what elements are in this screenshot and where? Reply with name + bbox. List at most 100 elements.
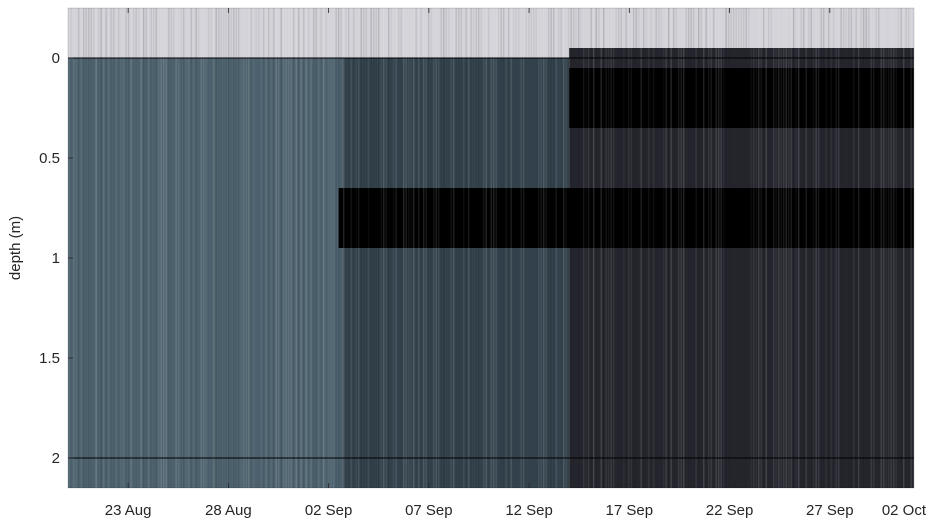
y-tick-label: 0.5: [39, 150, 60, 167]
heatmap-stripe: [323, 8, 325, 488]
heatmap-stripe: [880, 8, 882, 488]
heatmap-stripe: [293, 8, 295, 488]
heatmap-stripe: [853, 8, 855, 488]
heatmap-stripe: [505, 8, 507, 488]
heatmap-stripe: [743, 8, 745, 488]
heatmap-stripe: [255, 8, 257, 488]
heatmap-stripe: [378, 8, 380, 488]
heatmap-stripe: [700, 8, 702, 488]
heatmap-stripe: [155, 8, 157, 488]
heatmap-stripe: [730, 8, 732, 488]
heatmap-stripe: [150, 8, 152, 488]
heatmap-stripe: [205, 8, 207, 488]
heatmap-stripe: [740, 8, 742, 488]
heatmap-stripe: [588, 8, 590, 488]
heatmap-stripe: [100, 8, 102, 488]
heatmap-stripe: [680, 8, 682, 488]
heatmap-stripe: [540, 8, 542, 488]
heatmap-stripe: [756, 8, 757, 488]
heatmap-stripe: [623, 8, 624, 488]
heatmap-stripe: [625, 8, 627, 488]
heatmap-stripe: [600, 8, 602, 488]
heatmap-stripe: [215, 8, 217, 488]
heatmap-stripe: [545, 8, 547, 488]
heatmap-stripe: [590, 8, 592, 488]
heatmap-stripe: [358, 8, 360, 488]
heatmap-stripe: [648, 8, 650, 488]
heatmap-stripe: [305, 8, 307, 488]
y-tick-label: 0: [52, 50, 60, 67]
heatmap-stripe: [520, 8, 522, 488]
heatmap-stripe: [188, 8, 190, 488]
heatmap-stripe: [173, 8, 175, 488]
heatmap-stripe: [380, 8, 382, 488]
heatmap-stripe: [410, 8, 412, 488]
heatmap-stripe: [765, 8, 767, 488]
heatmap-stripe: [760, 8, 762, 488]
heatmap-stripe: [160, 8, 162, 488]
heatmap-stripe: [473, 8, 474, 488]
heatmap-stripe: [333, 8, 335, 488]
heatmap-stripe: [185, 8, 187, 488]
heatmap-stripe: [350, 8, 352, 488]
heatmap-stripe: [780, 8, 782, 488]
heatmap-stripe: [888, 8, 890, 488]
heatmap-stripe: [418, 8, 420, 488]
heatmap-stripe: [430, 8, 432, 488]
heatmap-stripe: [335, 8, 337, 488]
heatmap-stripe: [383, 8, 385, 488]
heatmap-stripe: [848, 8, 850, 488]
heatmap-stripe: [813, 8, 815, 488]
heatmap-stripe: [203, 8, 205, 488]
heatmap-stripe: [823, 8, 825, 488]
heatmap-stripe: [628, 8, 630, 488]
heatmap-stripe: [356, 8, 357, 488]
heatmap-stripe: [463, 8, 465, 488]
heatmap-stripe: [630, 8, 632, 488]
x-tick-label: 02 Oct: [882, 502, 927, 519]
heatmap-stripe: [108, 8, 110, 488]
x-tick-label: 12 Sep: [505, 502, 553, 519]
heatmap-stripe: [653, 8, 655, 488]
heatmap-stripe: [910, 8, 912, 488]
heatmap-stripe: [261, 8, 262, 488]
heatmap-stripe: [898, 8, 899, 488]
heatmap-stripe: [140, 8, 142, 488]
heatmap-stripe: [533, 8, 535, 488]
heatmap-stripe: [668, 8, 670, 488]
heatmap-stripe: [168, 8, 170, 488]
heatmap-stripe: [858, 8, 860, 488]
heatmap-stripe: [586, 8, 587, 488]
heatmap-stripe: [485, 8, 487, 488]
heatmap-stripe: [583, 8, 585, 488]
heatmap-stripe: [278, 8, 280, 488]
heatmap-stripe: [903, 8, 905, 488]
heatmap-stripe: [405, 8, 407, 488]
heatmap-stripe: [98, 8, 100, 488]
heatmap-stripe: [373, 8, 375, 488]
heatmap-stripe: [315, 8, 317, 488]
heatmap-stripe: [778, 8, 780, 488]
heatmap-stripe: [83, 8, 85, 488]
heatmap-stripe: [563, 8, 565, 488]
heatmap-stripe: [258, 8, 260, 488]
heatmap-stripe: [408, 8, 410, 488]
heatmap-stripe: [213, 8, 215, 488]
heatmap-stripe: [670, 8, 672, 488]
heatmap-stripe: [235, 8, 237, 488]
heatmap-stripe: [478, 8, 480, 488]
heatmap-stripe: [170, 8, 172, 488]
heatmap-stripe: [233, 8, 235, 488]
heatmap-stripe: [400, 8, 402, 488]
heatmap-stripe: [193, 8, 195, 488]
heatmap-stripe: [135, 8, 137, 488]
heatmap-stripe: [248, 8, 250, 488]
heatmap-stripe: [330, 8, 332, 488]
heatmap-stripe: [73, 8, 75, 488]
heatmap-stripe: [283, 8, 285, 488]
heatmap-stripe: [500, 8, 502, 488]
heatmap-time-stripes: [68, 8, 914, 488]
heatmap-stripe: [750, 8, 752, 488]
heatmap-stripe: [243, 8, 245, 488]
heatmap-stripe: [468, 8, 470, 488]
